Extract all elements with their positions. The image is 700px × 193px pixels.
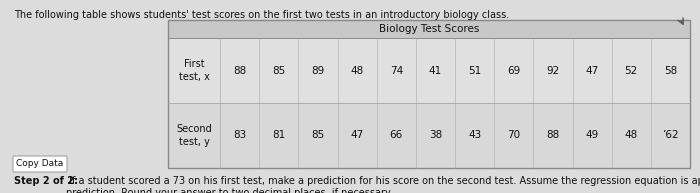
Text: 47: 47 [351,130,364,141]
Text: 69: 69 [507,65,520,75]
Text: 48: 48 [351,65,364,75]
Text: 48: 48 [624,130,638,141]
Text: 81: 81 [272,130,286,141]
Text: Step 2 of 2:: Step 2 of 2: [14,176,78,186]
Text: 58: 58 [664,65,677,75]
Text: Biology Test Scores: Biology Test Scores [379,24,480,34]
Text: 85: 85 [272,65,286,75]
Text: 92: 92 [546,65,559,75]
Text: 49: 49 [585,130,598,141]
Text: 83: 83 [233,130,246,141]
Text: 47: 47 [585,65,598,75]
Text: 70: 70 [508,130,520,141]
Text: 38: 38 [429,130,442,141]
Text: 52: 52 [624,65,638,75]
Text: 41: 41 [429,65,442,75]
Text: First
test, x: First test, x [178,59,209,82]
Text: 51: 51 [468,65,481,75]
Text: If a student scored a 73 on his first test, make a prediction for his score on t: If a student scored a 73 on his first te… [66,176,700,193]
Bar [168,103,690,168]
Text: Copy Data: Copy Data [16,159,64,168]
Text: 74: 74 [390,65,403,75]
Text: 88: 88 [233,65,246,75]
Text: 43: 43 [468,130,481,141]
Text: Second
test, y: Second test, y [176,124,212,147]
Text: 89: 89 [312,65,325,75]
Bar [168,20,690,38]
Text: The following table shows students' test scores on the first two tests in an int: The following table shows students' test… [14,10,510,20]
Text: 66: 66 [390,130,403,141]
Text: ’62: ’62 [662,130,679,141]
Bar [168,20,690,168]
FancyBboxPatch shape [13,156,67,172]
Bar [168,38,690,103]
Text: 88: 88 [546,130,559,141]
Text: 85: 85 [312,130,325,141]
